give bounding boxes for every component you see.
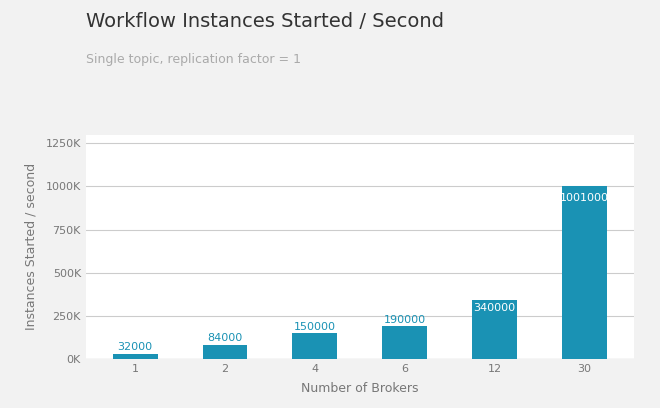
Bar <box>562 186 607 359</box>
Text: 150000: 150000 <box>294 322 336 332</box>
Text: Single topic, replication factor = 1: Single topic, replication factor = 1 <box>86 53 301 66</box>
Text: 190000: 190000 <box>383 315 426 325</box>
Bar <box>292 333 337 359</box>
Text: 340000: 340000 <box>473 303 515 313</box>
X-axis label: Number of Brokers: Number of Brokers <box>301 382 418 395</box>
Y-axis label: Instances Started / second: Instances Started / second <box>24 163 37 330</box>
Text: 84000: 84000 <box>207 333 243 343</box>
Bar <box>382 326 427 359</box>
Text: 32000: 32000 <box>117 342 152 352</box>
Bar <box>113 353 158 359</box>
Bar <box>203 344 248 359</box>
Text: Workflow Instances Started / Second: Workflow Instances Started / Second <box>86 12 444 31</box>
Text: 1001000: 1001000 <box>560 193 609 203</box>
Bar <box>472 300 517 359</box>
